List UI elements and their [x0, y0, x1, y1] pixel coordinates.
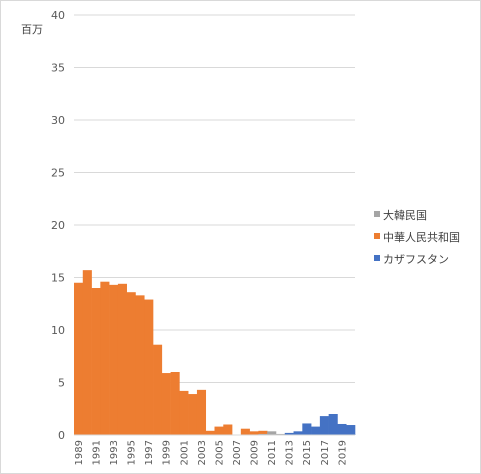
y-tick-label: 20: [51, 219, 65, 232]
bar: [179, 390, 189, 435]
bar: [223, 424, 233, 435]
bar: [144, 299, 154, 435]
bar: [284, 432, 294, 435]
bar: [117, 283, 127, 435]
x-tick-label: 2017: [320, 440, 331, 465]
x-tick-label: 1999: [162, 440, 173, 465]
bar: [100, 281, 110, 435]
x-tick-label: 2011: [267, 440, 278, 465]
bar: [126, 292, 136, 435]
bar: [82, 270, 92, 435]
bar: [302, 423, 312, 435]
y-tick-label: 25: [51, 167, 65, 180]
y-tick-label: 10: [51, 324, 65, 337]
bar: [346, 425, 356, 435]
legend-swatch: [374, 255, 380, 261]
bar: [188, 394, 198, 435]
y-tick-label: 35: [51, 62, 65, 75]
x-tick-label: 2015: [302, 440, 313, 465]
y-tick-label: 30: [51, 114, 65, 127]
bar: [293, 431, 303, 435]
bar: [258, 430, 268, 434]
legend-label: カザフスタン: [383, 253, 449, 266]
bar: [196, 389, 207, 435]
y-tick-label: 40: [51, 9, 65, 22]
bar: [205, 430, 215, 435]
x-tick-label: 2007: [232, 440, 243, 465]
y-tick-label: 0: [58, 429, 65, 442]
x-tick-label: 2019: [337, 440, 348, 465]
bar: [249, 431, 259, 435]
bar: [161, 373, 171, 435]
bar: [91, 288, 101, 435]
x-tick-label: 1993: [109, 440, 120, 465]
x-tick-label: 2001: [179, 440, 190, 465]
bar: [275, 433, 286, 435]
x-tick-label: 2009: [250, 440, 261, 465]
bar: [109, 284, 119, 435]
bar: [135, 295, 145, 435]
x-tick-label: 1991: [91, 440, 102, 465]
legend-label: 中華人民共和国: [383, 231, 460, 244]
x-tick-label: 1995: [127, 440, 138, 465]
x-tick-label: 2005: [214, 440, 225, 465]
bar: [328, 414, 338, 435]
x-tick-label: 1997: [144, 440, 155, 465]
x-tick-label: 2013: [285, 440, 296, 465]
bar: [153, 344, 163, 435]
y-axis-unit-label: 百万: [21, 23, 43, 36]
x-tick-label: 2003: [197, 440, 208, 465]
bar: [214, 426, 224, 435]
bar: [240, 428, 250, 435]
legend-swatch: [374, 211, 380, 217]
bar: [170, 372, 180, 435]
legend-swatch: [374, 233, 380, 239]
bar: [311, 426, 321, 435]
y-tick-label: 5: [58, 377, 65, 390]
y-tick-label: 15: [51, 272, 65, 285]
bar: [74, 282, 84, 435]
bar: [337, 423, 347, 435]
bar: [319, 416, 329, 435]
legend-label: 大韓民国: [383, 208, 427, 222]
x-tick-label: 1989: [74, 440, 85, 465]
bar: [258, 433, 268, 435]
bar: [267, 431, 277, 435]
